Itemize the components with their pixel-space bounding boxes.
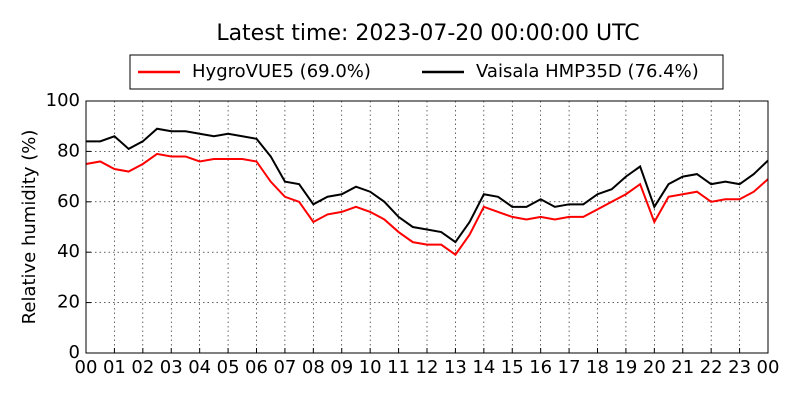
y-tick-label: 20 (57, 292, 80, 313)
x-tick-label: 21 (671, 357, 694, 378)
y-tick-label: 100 (46, 90, 80, 111)
x-tick-label: 00 (757, 357, 780, 378)
x-tick-label: 18 (586, 357, 609, 378)
x-tick-label: 01 (103, 357, 126, 378)
legend-label: Vaisala HMP35D (76.4%) (476, 61, 699, 82)
x-tick-label: 04 (188, 357, 211, 378)
x-tick-label: 06 (245, 357, 268, 378)
data-line (86, 127, 769, 244)
x-tick-label: 11 (387, 357, 410, 378)
y-axis-label: Relative humidity (%) (19, 130, 40, 325)
data-line (85, 152, 769, 257)
y-tick-label: 60 (57, 191, 80, 212)
plot-frame (85, 100, 769, 354)
chart-title: Latest time: 2023-07-20 00:00:00 UTC (216, 21, 639, 46)
x-tick-label: 23 (728, 357, 751, 378)
x-tick-label: 03 (160, 357, 183, 378)
x-tick-label: 15 (501, 357, 524, 378)
legend-label: HygroVUE5 (69.0%) (192, 61, 371, 82)
y-tick-label: 0 (69, 342, 80, 363)
x-tick-label: 08 (302, 357, 325, 378)
x-tick-label: 20 (643, 357, 666, 378)
x-tick-label: 16 (529, 357, 552, 378)
x-tick-label: 14 (472, 357, 495, 378)
x-tick-label: 22 (700, 357, 723, 378)
x-tick-label: 05 (217, 357, 240, 378)
x-tick-label: 19 (614, 357, 637, 378)
x-tick-label: 07 (273, 357, 296, 378)
y-tick-label: 40 (57, 241, 80, 262)
x-tick-label: 10 (359, 357, 382, 378)
x-tick-label: 12 (416, 357, 439, 378)
y-tick-label: 80 (57, 140, 80, 161)
x-tick-label: 02 (131, 357, 154, 378)
x-tick-label: 17 (558, 357, 581, 378)
x-tick-label: 13 (444, 357, 467, 378)
x-tick-label: 09 (330, 357, 353, 378)
x-tick-label: 00 (75, 357, 98, 378)
